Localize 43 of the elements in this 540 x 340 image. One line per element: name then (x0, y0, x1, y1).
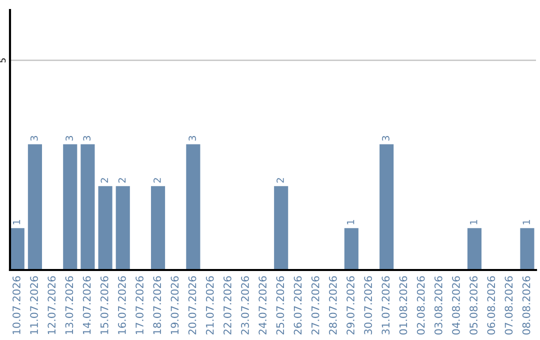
data-label: 1 (12, 220, 20, 224)
x-tick-label: 01.08.2026 (399, 276, 408, 335)
x-tick-label: 18.07.2026 (153, 276, 162, 334)
x-tick-label: 17.07.2026 (136, 276, 144, 334)
x-tick-label: 11.07.2026 (30, 276, 38, 334)
data-label: 2 (153, 178, 161, 183)
x-tick-label: 03.08.2026 (434, 276, 442, 335)
x-tick-label: 31.07.2026 (382, 276, 390, 334)
x-tick-label: 30.07.2026 (364, 276, 372, 334)
x-tick-label: 29.07.2026 (346, 276, 354, 334)
x-tick-label: 02.08.2026 (416, 276, 425, 335)
x-tick-label: 19.07.2026 (170, 276, 179, 334)
x-tick-label: 08.08.2026 (522, 276, 530, 335)
data-label: 3 (382, 136, 390, 141)
x-tick-label: 27.07.2026 (311, 276, 320, 334)
x-tick-label: 12.07.2026 (48, 276, 56, 334)
data-label: 2 (118, 178, 126, 183)
x-tick-label: 25.07.2026 (276, 276, 284, 334)
x-tick-label: 06.08.2026 (487, 276, 496, 335)
x-tick-label: 05.08.2026 (470, 276, 478, 335)
data-label: 1 (347, 220, 354, 224)
x-tick-label: 24.07.2026 (258, 276, 267, 334)
x-tick-label: 13.07.2026 (65, 276, 74, 334)
x-tick-label: 22.07.2026 (223, 276, 232, 334)
x-tick-label: 21.07.2026 (206, 276, 214, 334)
x-tick-label: 07.08.2026 (504, 276, 513, 335)
data-label: 3 (188, 136, 196, 141)
x-tick-label: 16.07.2026 (118, 276, 126, 334)
data-label: 3 (83, 136, 91, 141)
x-tick-label: 20.07.2026 (188, 276, 196, 334)
x-tick-label: 28.07.2026 (328, 276, 337, 334)
data-label: 1 (470, 220, 478, 224)
x-tick-label: 10.07.2026 (12, 276, 20, 334)
data-label: 2 (276, 178, 284, 183)
data-label: 3 (66, 136, 73, 141)
x-tick-label: 23.07.2026 (241, 276, 249, 334)
data-label: 1 (522, 220, 530, 224)
x-tick-label: 04.08.2026 (452, 276, 460, 335)
x-tick-label: 15.07.2026 (100, 276, 108, 334)
x-tick-label: 26.07.2026 (294, 276, 302, 334)
x-tick-label: 14.07.2026 (82, 276, 91, 334)
data-label: 3 (30, 136, 38, 141)
data-label: 2 (100, 178, 108, 183)
